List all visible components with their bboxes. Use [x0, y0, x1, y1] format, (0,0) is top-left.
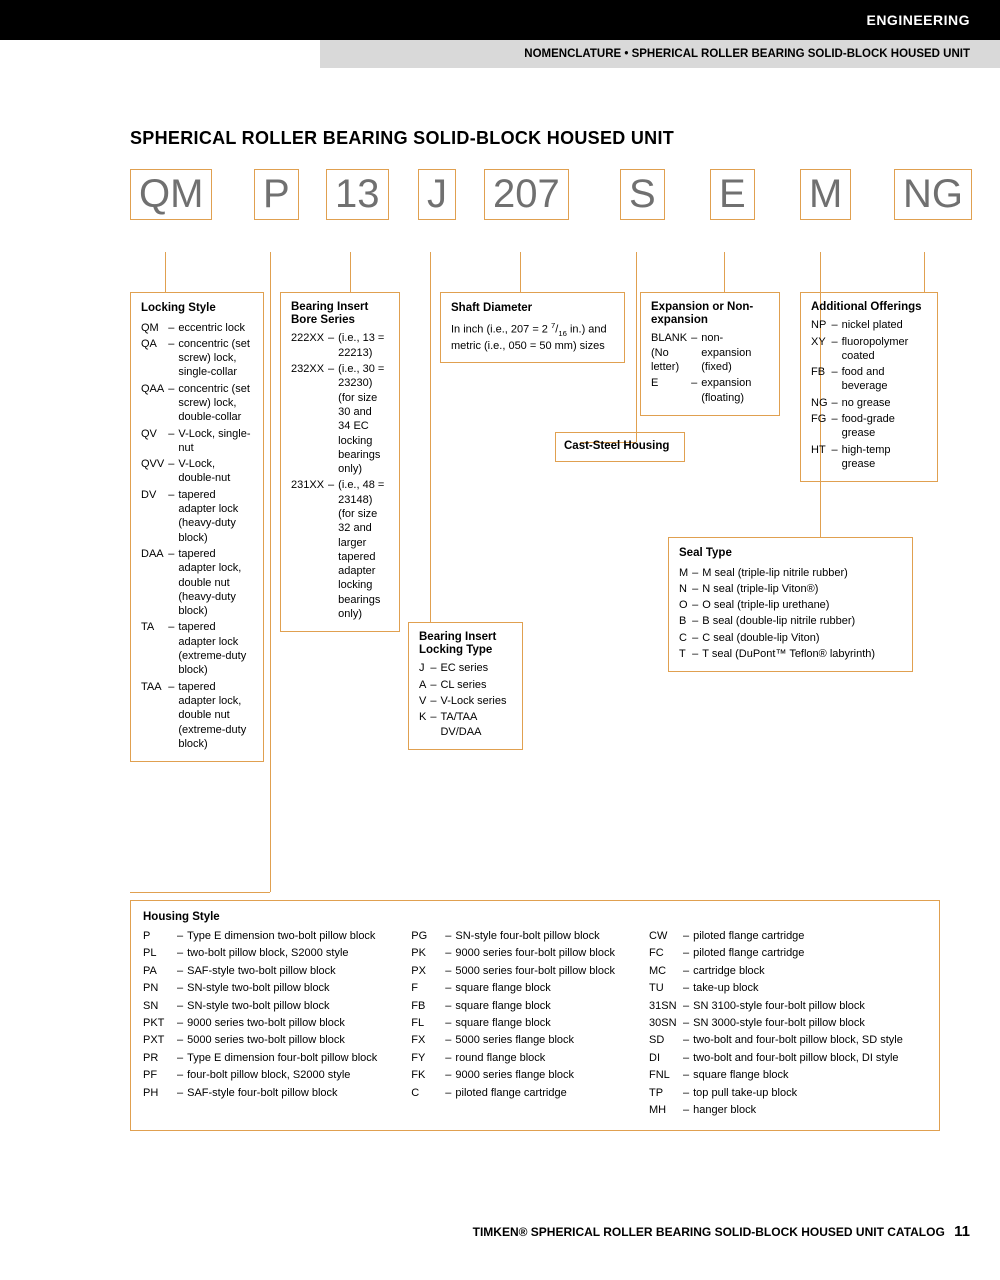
code-13: 13	[326, 169, 389, 220]
code-p: P	[254, 169, 299, 220]
header-black-bar: ENGINEERING	[0, 0, 1000, 40]
locking-style-title: Locking Style	[141, 301, 253, 317]
connector	[520, 252, 521, 292]
additional-title: Additional Offerings	[811, 301, 927, 314]
connector	[130, 892, 270, 893]
page-title: SPHERICAL ROLLER BEARING SOLID-BLOCK HOU…	[130, 128, 1000, 149]
footer-text: TIMKEN® SPHERICAL ROLLER BEARING SOLID-B…	[473, 1225, 945, 1239]
seal-type-title: Seal Type	[679, 546, 902, 562]
connector	[165, 252, 166, 292]
housing-title: Housing Style	[143, 911, 927, 923]
housing-box: Housing Style P–Type E dimension two-bol…	[130, 900, 940, 1131]
connector	[430, 252, 431, 622]
code-qm: QM	[130, 169, 212, 220]
housing-col1: P–Type E dimension two-bolt pillow block…	[143, 929, 381, 1103]
locking-type-table: J–EC seriesA–CL seriesV–V-Lock seriesK–T…	[419, 661, 512, 740]
code-s: S	[620, 169, 665, 220]
code-row: QM P 13 J 207 S E M NG	[130, 169, 1000, 229]
connector	[636, 252, 637, 442]
seal-type-table: M–M seal (triple-lip nitrile rubber)N–N …	[679, 566, 877, 664]
header-gray-bar: NOMENCLATURE • SPHERICAL ROLLER BEARING …	[320, 40, 1000, 68]
code-ng: NG	[894, 169, 972, 220]
code-207: 207	[484, 169, 569, 220]
locking-style-box: Locking Style QM–eccentric lockQA–concen…	[130, 292, 264, 762]
bore-series-table: 222XX–(i.e., 13 = 22213)232XX–(i.e., 30 …	[291, 331, 389, 623]
seal-type-box: Seal Type M–M seal (triple-lip nitrile r…	[668, 537, 913, 672]
connector	[724, 252, 725, 292]
expansion-box: Expansion or Non-expansion BLANK(Nolette…	[640, 292, 780, 416]
shaft-diameter-title: Shaft Diameter	[451, 301, 614, 317]
shaft-diameter-text: In inch (i.e., 207 = 2 7/16 in.) and met…	[451, 321, 614, 354]
code-j: J	[418, 169, 456, 220]
locking-type-title: Bearing Insert Locking Type	[419, 631, 512, 657]
footer: TIMKEN® SPHERICAL ROLLER BEARING SOLID-B…	[473, 1223, 970, 1240]
locking-type-box: Bearing Insert Locking Type J–EC seriesA…	[408, 622, 523, 750]
bore-series-title: Bearing Insert Bore Series	[291, 301, 389, 327]
shaft-diameter-box: Shaft Diameter In inch (i.e., 207 = 2 7/…	[440, 292, 625, 363]
expansion-title: Expansion or Non-expansion	[651, 301, 769, 327]
housing-col2: PG–SN-style four-bolt pillow blockPK–900…	[411, 929, 619, 1103]
code-m: M	[800, 169, 851, 220]
cast-steel-box: Cast-Steel Housing	[555, 432, 685, 462]
housing-col3: CW–piloted flange cartridgeFC–piloted fl…	[649, 929, 907, 1120]
connector	[350, 252, 351, 292]
header-subtitle: NOMENCLATURE • SPHERICAL ROLLER BEARING …	[524, 48, 970, 60]
header-section: ENGINEERING	[866, 12, 970, 28]
footer-page: 11	[954, 1223, 970, 1240]
connector	[270, 252, 271, 892]
bore-series-box: Bearing Insert Bore Series 222XX–(i.e., …	[280, 292, 400, 632]
additional-box: Additional Offerings NP–nickel platedXY–…	[800, 292, 938, 482]
expansion-table: BLANK(Noletter)–non-expansion(fixed) E–e…	[651, 331, 753, 406]
code-e: E	[710, 169, 755, 220]
additional-table: NP–nickel platedXY–fluoropolymer coatedF…	[811, 318, 927, 473]
locking-style-table: QM–eccentric lockQA–concentric (set scre…	[141, 321, 253, 754]
cast-steel-title: Cast-Steel Housing	[564, 439, 676, 455]
connector	[924, 252, 925, 292]
